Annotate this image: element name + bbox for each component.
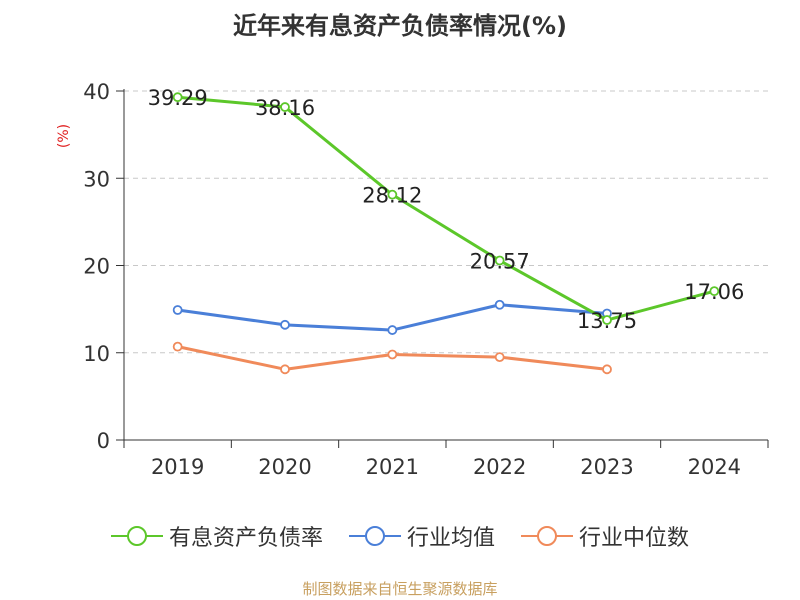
y-tick-label: 30 (83, 167, 110, 191)
y-tick-label: 20 (83, 255, 110, 279)
x-tick-label: 2021 (366, 455, 419, 479)
legend-label: 行业均值 (406, 526, 495, 551)
legend-marker-icon (110, 526, 163, 546)
data-point (280, 102, 290, 112)
x-tick-label: 2022 (473, 455, 526, 479)
data-point (172, 341, 183, 352)
data-point (387, 349, 398, 360)
series-line-0 (177, 95, 715, 322)
x-tick-label: 2019 (151, 455, 204, 479)
data-source-note: 制图数据来自恒生聚源数据库 (302, 580, 498, 598)
data-point (280, 364, 290, 375)
legend-item: 行业中位数 (521, 520, 689, 552)
data-point (494, 255, 505, 266)
x-tick-label: 2024 (688, 455, 741, 479)
data-point (172, 305, 183, 315)
legend-marker-icon (348, 526, 401, 546)
data-label: 38.16 (255, 96, 315, 120)
x-tick-label: 2020 (258, 455, 311, 479)
chart-title: 近年来有息资产负债率情况(%) (233, 12, 567, 40)
data-label: 20.57 (470, 250, 530, 274)
legend-marker-icon (521, 526, 573, 546)
data-label: 28.12 (362, 184, 422, 208)
legend-item: 行业均值 (348, 520, 495, 552)
data-point (387, 325, 398, 335)
legend-label: 有息资产负债率 (168, 526, 323, 551)
data-label: 39.29 (148, 86, 208, 110)
data-point (172, 92, 183, 103)
data-point (387, 189, 398, 200)
legend-label: 行业中位数 (579, 526, 690, 551)
data-label: 17.06 (684, 280, 744, 304)
data-point (602, 315, 612, 325)
data-point (280, 319, 290, 330)
x-tick-label: 2023 (580, 455, 633, 479)
data-point (602, 364, 612, 375)
y-tick-label: 40 (83, 80, 110, 104)
data-label: 13.75 (577, 309, 637, 333)
data-point (494, 352, 505, 363)
y-tick-label: 0 (97, 429, 110, 453)
data-point (494, 299, 505, 310)
y-tick-label: 10 (83, 342, 110, 366)
legend: 有息资产负债率 行业均值 行业中位数 (0, 520, 800, 552)
legend-item: 有息资产负债率 (110, 520, 323, 552)
data-point (709, 286, 720, 297)
